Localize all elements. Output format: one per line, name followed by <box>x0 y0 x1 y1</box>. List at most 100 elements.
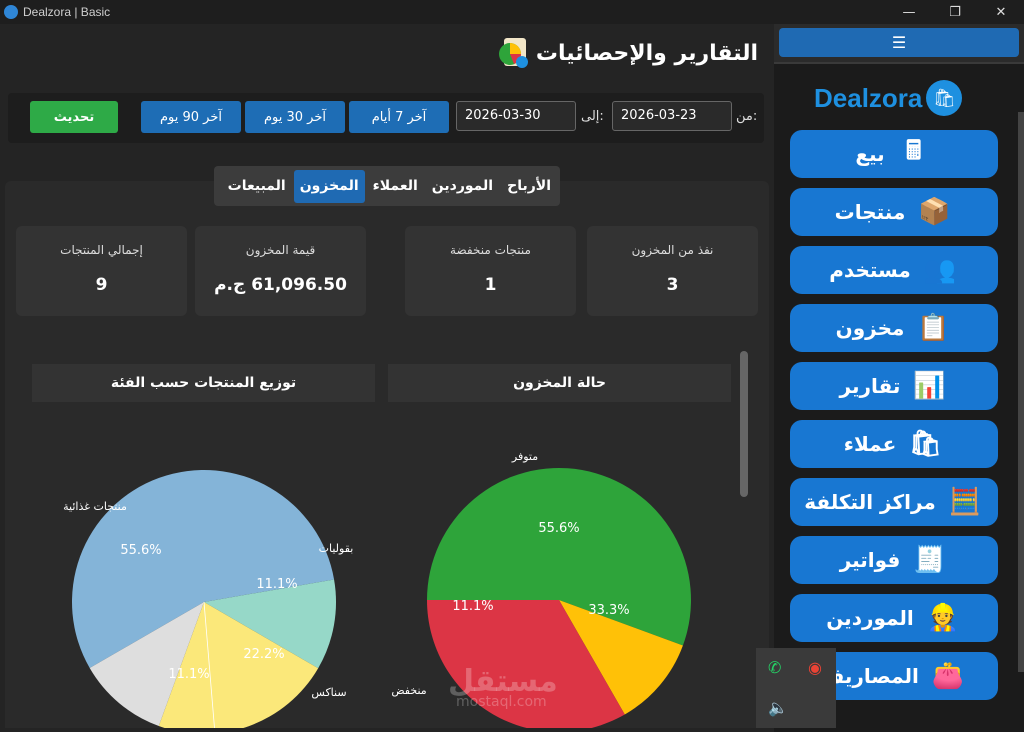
nav-report-pie-button[interactable]: تقارير 📊 <box>790 362 998 410</box>
nav-supplier-button[interactable]: الموردين 👷 <box>790 594 998 642</box>
page-header: التقارير والإحصائيات <box>496 36 758 70</box>
nav-boxes-button[interactable]: منتجات 📦 <box>790 188 998 236</box>
pie-divider <box>203 601 215 728</box>
chrome-icon[interactable]: ◉ <box>808 658 822 677</box>
nav-panel: Dealzora 🛍 بيع 🖩 منتجات 📦 مستخدم 👥 مخزون 📋 تقاري… <box>774 62 1024 732</box>
nav-label: بيع <box>855 142 885 166</box>
tab-profits[interactable]: الأرباح <box>507 178 551 194</box>
panel-scrollbar[interactable] <box>740 351 748 497</box>
charts-canvas: 55.6% 11.1% 33.3% متوفر منخفض 55.6% 11.1% 22.2%… <box>63 450 691 728</box>
pie-category-label: بقوليات <box>319 542 354 555</box>
nav-clipboard-button[interactable]: مخزون 📋 <box>790 304 998 352</box>
to-date-input[interactable]: 2026-03-30 <box>456 101 576 131</box>
pie-slice <box>559 600 683 715</box>
nav-label: فواتير <box>839 548 901 572</box>
pie-pct-label: 11.1% <box>452 599 493 614</box>
card-value: 1 <box>484 275 497 295</box>
report-pie-icon <box>498 38 528 68</box>
pie-category-label: منخفض <box>391 684 426 697</box>
app-icon <box>4 5 18 19</box>
brand-logo: Dealzora 🛍 <box>814 80 963 116</box>
nav-label: تقارير <box>839 374 901 398</box>
card-value: 3 <box>666 275 679 295</box>
nav-label: مستخدم <box>829 258 911 282</box>
pie-slice <box>158 602 319 728</box>
nav-label: منتجات <box>834 200 906 224</box>
to-label: إلى: <box>581 109 604 124</box>
last-7-days-button[interactable]: آخر 7 أيام <box>349 101 449 133</box>
pie-pct-label: 33.3% <box>588 603 629 618</box>
tab-sales[interactable]: المبيعات <box>227 178 286 194</box>
tab-suppliers[interactable]: الموردين <box>431 178 494 194</box>
date-toolbar: من: 2026-03-23 إلى: 2026-03-30 آخر 7 أيا… <box>8 93 764 143</box>
nav-label: المصاريف <box>821 664 919 688</box>
window-title: Dealzora | Basic <box>23 5 111 19</box>
pie-category-label: متوفر <box>511 450 538 463</box>
sidebar-scrollbar[interactable] <box>1018 112 1024 672</box>
pie-slice <box>427 600 625 728</box>
nav-calculator-button[interactable]: مراكز التكلفة 🧮 <box>790 478 998 526</box>
nav-label: عملاء <box>843 432 897 456</box>
card-label: إجمالي المنتجات <box>60 243 143 257</box>
last-90-days-button[interactable]: آخر 90 يوم <box>141 101 241 133</box>
clipboard-icon: 📋 <box>917 313 950 343</box>
main-content: التقارير والإحصائيات من: 2026-03-23 إلى:… <box>0 24 772 728</box>
whatsapp-icon[interactable]: ✆ <box>768 658 782 677</box>
nav-label: مراكز التكلفة <box>804 490 936 514</box>
card-label: قيمة المخزون <box>245 243 316 257</box>
inventory-value-card: قيمة المخزون 61,096.50 ج.م <box>195 226 366 316</box>
from-label: من: <box>736 109 758 124</box>
brand-name: Dealzora <box>814 82 923 113</box>
pie-pct-label: 55.6% <box>120 543 161 558</box>
watermark-sub: mostaql.com <box>456 694 547 710</box>
supplier-icon: 👷 <box>926 603 959 633</box>
nav-label: مخزون <box>835 316 905 340</box>
pie-slice <box>427 468 691 646</box>
nav-invoice-button[interactable]: فواتير 🧾 <box>790 536 998 584</box>
card-value: 61,096.50 ج.م <box>214 275 347 295</box>
invoice-icon: 🧾 <box>913 545 946 575</box>
last-30-days-button[interactable]: آخر 30 يوم <box>245 101 345 133</box>
tab-customers[interactable]: العملاء <box>372 178 418 194</box>
pie-slice <box>72 470 335 668</box>
pie-pct-label: 11.1% <box>168 667 209 682</box>
refresh-button[interactable]: تحديث <box>30 101 118 133</box>
minimize-button[interactable]: — <box>902 4 916 20</box>
customer-icon: 🛍 <box>908 429 942 459</box>
calculator-icon: 🧮 <box>948 487 981 517</box>
card-label: نفذ من المخزون <box>631 243 714 257</box>
stock-status-chart-title: حالة المخزون <box>388 364 731 402</box>
boxes-icon: 📦 <box>918 197 951 227</box>
pie-pct-label: 22.2% <box>243 647 284 662</box>
shopping-bag-icon: 🛍 <box>926 80 963 116</box>
report-pie-icon: 📊 <box>913 371 946 401</box>
card-label: منتجات منخفضة <box>450 243 531 257</box>
wallet-icon: 👛 <box>931 661 965 691</box>
nav-users-button[interactable]: مستخدم 👥 <box>790 246 998 294</box>
cash-register-icon: 🖩 <box>905 136 922 166</box>
speaker-icon[interactable]: 🔈 <box>768 698 788 717</box>
out-of-stock-card: نفذ من المخزون 3 <box>587 226 758 316</box>
nav-customer-button[interactable]: عملاء 🛍 <box>790 420 998 468</box>
system-tray-popup: ✆ ◉ 🔈 <box>756 648 836 728</box>
nav-cash-register-button[interactable]: بيع 🖩 <box>790 130 998 178</box>
pie-pct-label: 55.6% <box>538 521 579 536</box>
menu-toggle-button[interactable]: ☰ <box>779 28 1019 57</box>
pie-category-label: منتجات غذائية <box>63 500 127 513</box>
tab-inventory[interactable]: المخزون <box>293 169 365 203</box>
pie-category-label: سناكس <box>311 686 346 699</box>
users-icon: 👥 <box>923 255 956 285</box>
report-tabs: الأرباح الموردين العملاء المخزون المبيعا… <box>214 166 560 206</box>
from-date-input[interactable]: 2026-03-23 <box>612 101 732 131</box>
page-title: التقارير والإحصائيات <box>535 40 758 66</box>
pie-slice <box>204 579 336 669</box>
close-button[interactable]: ✕ <box>995 4 1007 20</box>
total-products-card: إجمالي المنتجات 9 <box>16 226 187 316</box>
low-stock-card: منتجات منخفضة 1 <box>405 226 576 316</box>
watermark: مستقل <box>448 664 558 699</box>
category-chart-title: توزيع المنتجات حسب الفئة <box>32 364 375 402</box>
pie-slice <box>89 602 204 727</box>
maximize-button[interactable]: ❐ <box>949 4 961 20</box>
title-bar: Dealzora | Basic — ❐ ✕ <box>0 0 1024 24</box>
sidebar: ☰ Dealzora 🛍 بيع 🖩 منتجات 📦 مستخدم 👥 مخزون 📋 تقا… <box>774 24 1024 732</box>
